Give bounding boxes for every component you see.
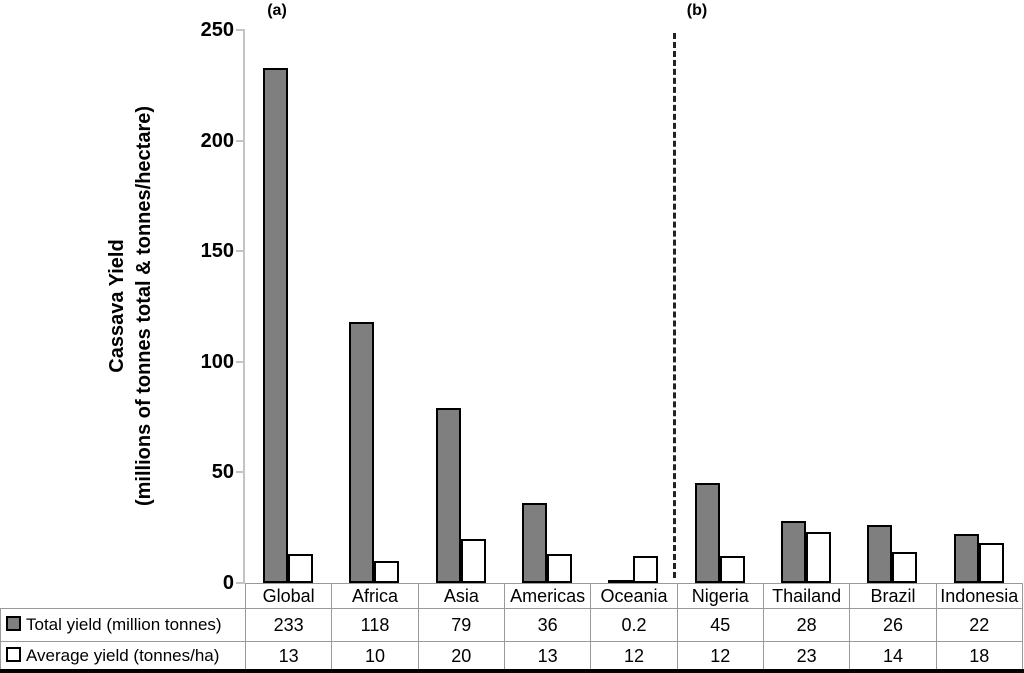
table-cell-average-americas: 13 bbox=[503, 641, 592, 671]
panel-divider-dashed-line bbox=[673, 33, 676, 578]
table-cell-total-africa: 118 bbox=[331, 608, 419, 642]
category-label-africa: Africa bbox=[331, 583, 419, 609]
category-label-indonesia: Indonesia bbox=[935, 583, 1023, 609]
table-cell-average-global: 13 bbox=[244, 641, 333, 671]
bar-total-nigeria bbox=[695, 483, 720, 583]
table-bottom-border bbox=[0, 669, 1024, 673]
category-label-global: Global bbox=[244, 583, 333, 609]
bar-average-africa bbox=[374, 561, 399, 583]
y-tick-label-150: 150 bbox=[200, 240, 234, 263]
legend-label: Average yield (tonnes/ha) bbox=[26, 646, 220, 665]
bar-average-americas bbox=[547, 554, 572, 583]
table-cell-average-asia: 20 bbox=[417, 641, 505, 671]
table-cell-average-nigeria: 12 bbox=[676, 641, 764, 671]
panel-label-a: (a) bbox=[267, 2, 287, 19]
table-cell-average-thailand: 23 bbox=[762, 641, 851, 671]
y-tick-mark-150 bbox=[236, 250, 245, 253]
y-tick-mark-200 bbox=[236, 139, 245, 142]
category-label-nigeria: Nigeria bbox=[676, 583, 764, 609]
y-axis-title-line1: Cassava Yield bbox=[106, 239, 128, 373]
y-tick-mark-250 bbox=[236, 29, 245, 31]
legend-label: Total yield (million tonnes) bbox=[26, 615, 222, 634]
data-table: Global Africa Asia Americas Oceania Nigeria Th… bbox=[0, 583, 1023, 671]
bar-average-brazil bbox=[892, 552, 917, 583]
table-corner-cell bbox=[1, 584, 246, 609]
category-label-oceania: Oceania bbox=[590, 583, 678, 609]
y-tick-mark-0 bbox=[236, 582, 245, 584]
panel-label-b: (b) bbox=[686, 2, 708, 19]
y-axis-title: Cassava Yield (millions of tonnes total … bbox=[104, 106, 158, 506]
table-cell-total-americas: 36 bbox=[503, 608, 592, 642]
table-cell-average-africa: 10 bbox=[331, 641, 419, 671]
legend-average-yield: Average yield (tonnes/ha) bbox=[0, 641, 246, 671]
bar-average-thailand bbox=[806, 532, 831, 583]
bar-total-brazil bbox=[867, 525, 892, 583]
table-cell-total-thailand: 28 bbox=[762, 608, 851, 642]
bar-total-global bbox=[263, 68, 288, 583]
table-cell-total-global: 233 bbox=[244, 608, 333, 642]
y-tick-label-50: 50 bbox=[211, 461, 234, 484]
table-cell-average-indonesia: 18 bbox=[935, 641, 1023, 671]
table-cell-average-oceania: 12 bbox=[590, 641, 678, 671]
y-tick-label-100: 100 bbox=[200, 350, 234, 373]
bar-average-global bbox=[288, 554, 313, 583]
bar-average-oceania bbox=[633, 556, 658, 583]
bar-average-indonesia bbox=[979, 543, 1004, 583]
y-tick-mark-50 bbox=[236, 471, 245, 474]
bar-total-asia bbox=[436, 408, 461, 583]
table-cell-total-oceania: 0.2 bbox=[590, 608, 678, 642]
y-tick-label-200: 200 bbox=[200, 129, 234, 152]
category-label-americas: Americas bbox=[503, 583, 592, 609]
category-label-thailand: Thailand bbox=[762, 583, 851, 609]
bar-total-thailand bbox=[781, 521, 806, 583]
table-cell-total-nigeria: 45 bbox=[676, 608, 764, 642]
y-tick-label-0: 0 bbox=[222, 572, 234, 594]
y-tick-mark-100 bbox=[236, 360, 245, 363]
filled-gray-square-icon bbox=[6, 616, 21, 631]
legend-total-yield: Total yield (million tonnes) bbox=[0, 608, 246, 642]
bar-total-americas bbox=[522, 503, 547, 583]
y-tick-label-250: 250 bbox=[200, 19, 234, 41]
bar-average-nigeria bbox=[720, 556, 745, 583]
table-cell-average-brazil: 14 bbox=[849, 641, 937, 671]
table-cell-total-brazil: 26 bbox=[849, 608, 937, 642]
table-cell-total-indonesia: 22 bbox=[935, 608, 1023, 642]
category-label-asia: Asia bbox=[417, 583, 505, 609]
bar-total-indonesia bbox=[954, 534, 979, 583]
y-axis-title-line2: (millions of tonnes total & tonnes/hecta… bbox=[133, 105, 155, 507]
category-label-brazil: Brazil bbox=[849, 583, 937, 609]
table-cell-total-asia: 79 bbox=[417, 608, 505, 642]
bar-average-asia bbox=[461, 539, 486, 583]
y-axis-line bbox=[243, 29, 245, 584]
open-white-square-icon bbox=[6, 647, 21, 662]
bar-total-africa bbox=[349, 322, 374, 583]
